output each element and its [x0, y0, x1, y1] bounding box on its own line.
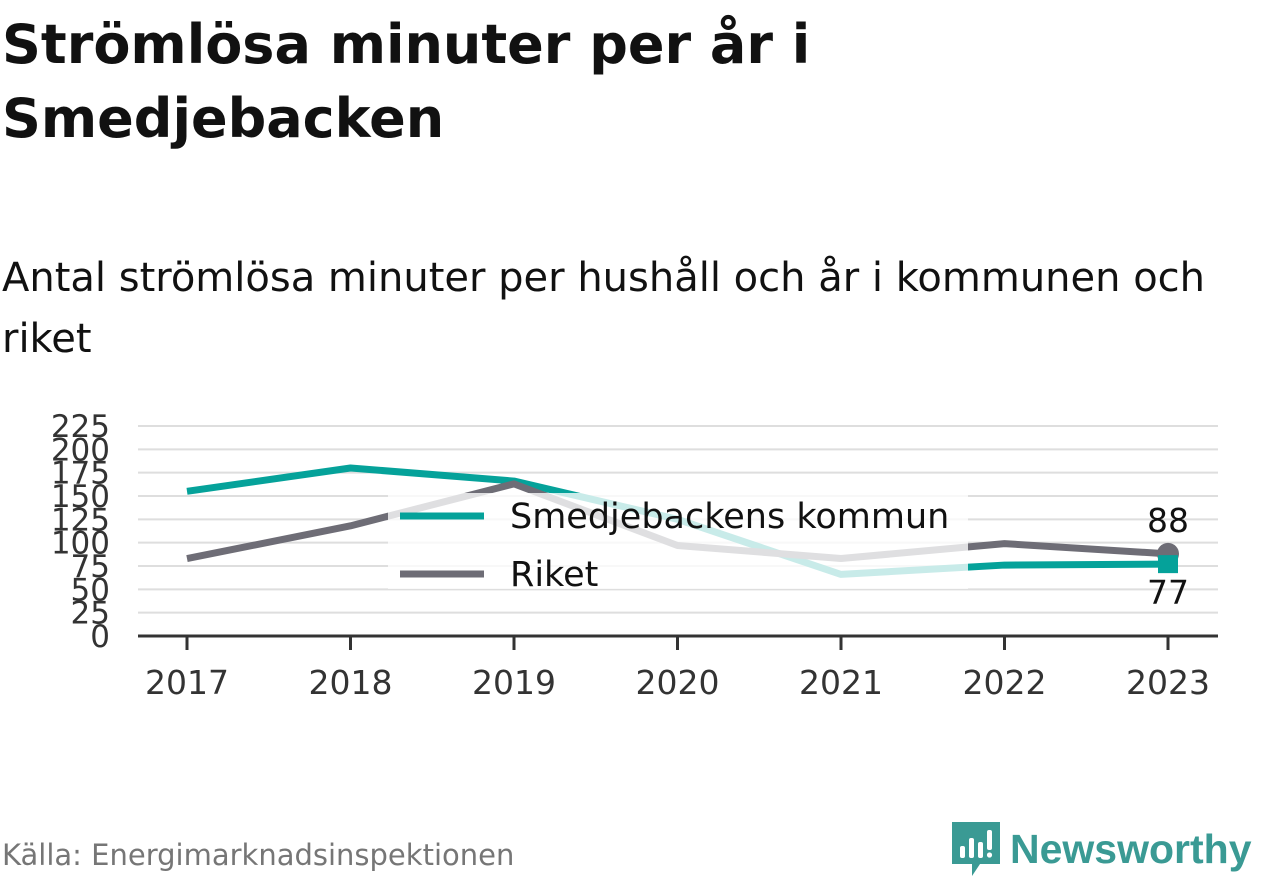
y-tick-label: 225 [51, 409, 110, 445]
end-label-riket: 88 [1147, 501, 1189, 540]
x-tick-label: 2017 [145, 663, 229, 702]
y-tick-label: 175 [51, 456, 110, 492]
y-tick-label: 200 [51, 432, 110, 468]
newsworthy-logo[interactable]: Newsworthy [950, 820, 1252, 878]
y-tick-label: 50 [71, 572, 110, 608]
x-tick-label: 2019 [472, 663, 556, 702]
x-tick-label: 2020 [636, 663, 720, 702]
x-tick-label: 2023 [1126, 663, 1210, 702]
legend-label: Riket [510, 555, 598, 595]
source-note: Källa: Energimarknadsinspektionen [2, 838, 515, 872]
end-markers: 88 77 [1147, 501, 1189, 612]
end-label-smedjebacken: 77 [1147, 573, 1189, 612]
x-axis: 2017 2018 2019 2020 2021 2022 2023 [138, 634, 1218, 702]
y-tick-label: 100 [51, 526, 110, 562]
y-tick-label: 150 [51, 479, 110, 515]
newsworthy-logo-icon [952, 822, 1000, 876]
x-tick-label: 2022 [963, 663, 1047, 702]
chart-title: Strömlösa minuter per år i Smedjebacken [2, 13, 811, 150]
y-tick-label: 0 [90, 619, 110, 655]
y-tick-label: 25 [71, 596, 110, 632]
legend-background [388, 493, 968, 589]
x-tick-label: 2018 [309, 663, 393, 702]
y-tick-label: 125 [51, 502, 110, 538]
end-marker-smedjebacken [1158, 555, 1178, 574]
brand-name: Newsworthy [1010, 825, 1252, 872]
x-tick-label: 2021 [799, 663, 883, 702]
legend-label: Smedjebackens kommun [510, 497, 949, 537]
chart-subtitle: Antal strömlösa minuter per hushåll och … [2, 255, 1206, 362]
legend: Smedjebackens kommun Riket [388, 493, 968, 595]
y-tick-label: 75 [71, 549, 110, 585]
